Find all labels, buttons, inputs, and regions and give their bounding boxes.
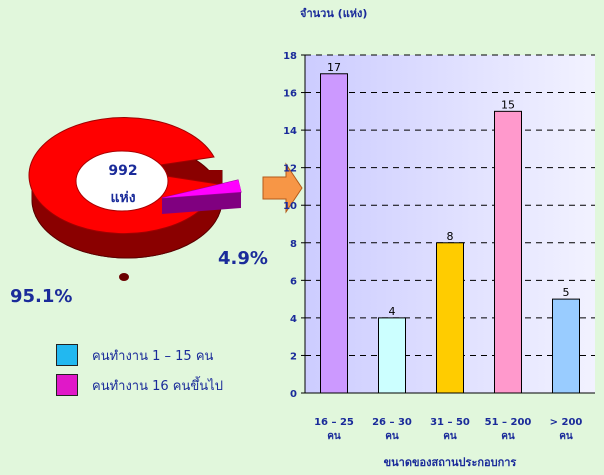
bar	[320, 73, 348, 394]
y-tick-label: 8	[290, 239, 297, 250]
legend-swatch-1	[56, 344, 78, 366]
x-tick-label-unit: คน	[559, 431, 573, 442]
legend-label-2: คนทำงาน 16 คนขึ้นไป	[92, 378, 223, 394]
legend-item-1: คนทำงาน 1 – 15 คน	[56, 344, 213, 366]
pie-center-number: 992	[108, 163, 138, 179]
legend-label-1: คนทำงาน 1 – 15 คน	[92, 348, 214, 364]
y-tick-label: 14	[283, 126, 297, 137]
pie-slice-small-side	[162, 192, 241, 214]
percent-label-small: 4.9%	[218, 248, 268, 269]
bar	[552, 298, 580, 394]
bar	[378, 317, 406, 394]
y-tick-label: 10	[283, 201, 297, 212]
bar	[436, 242, 464, 394]
bar-data-label: 15	[501, 98, 515, 111]
x-tick-label-unit: คน	[443, 431, 457, 442]
x-tick-label: 16 – 25	[314, 417, 354, 428]
pie-center-unit: แห่ง	[110, 190, 136, 206]
x-tick-label: 31 – 50	[430, 417, 470, 428]
bar-data-label: 4	[389, 305, 396, 318]
pie-shadow-dot	[119, 273, 129, 281]
pie-center-hole	[75, 150, 169, 212]
y-axis-title: จำนวน (แห่ง)	[300, 7, 367, 20]
x-tick-label-unit: คน	[501, 431, 515, 442]
legend-swatch-2	[56, 374, 78, 396]
y-tick-label: 12	[283, 164, 297, 175]
right-arrow-icon	[262, 162, 303, 214]
percent-label-main: 95.1%	[10, 286, 73, 307]
y-tick-label: 4	[290, 314, 297, 325]
x-tick-label-unit: คน	[385, 431, 399, 442]
x-tick-label: > 200	[550, 417, 583, 428]
legend-item-2: คนทำงาน 16 คนขึ้นไป	[56, 374, 223, 396]
bar-data-label: 5	[563, 286, 570, 299]
x-tick-label: 26 – 30	[372, 417, 412, 428]
y-tick-label: 16	[283, 89, 297, 100]
y-tick-label: 6	[290, 276, 297, 287]
y-tick-label: 0	[290, 389, 297, 400]
bar-data-label: 17	[327, 61, 341, 74]
y-tick-label: 2	[290, 351, 297, 362]
bar-data-label: 8	[447, 230, 454, 243]
x-tick-label-unit: คน	[327, 431, 341, 442]
x-axis-title: ขนาดของสถานประกอบการ	[384, 456, 517, 469]
y-tick-label: 18	[283, 51, 297, 62]
bar	[494, 110, 522, 394]
x-tick-label: 51 – 200	[485, 417, 532, 428]
pie-slice-small-top	[162, 180, 241, 198]
